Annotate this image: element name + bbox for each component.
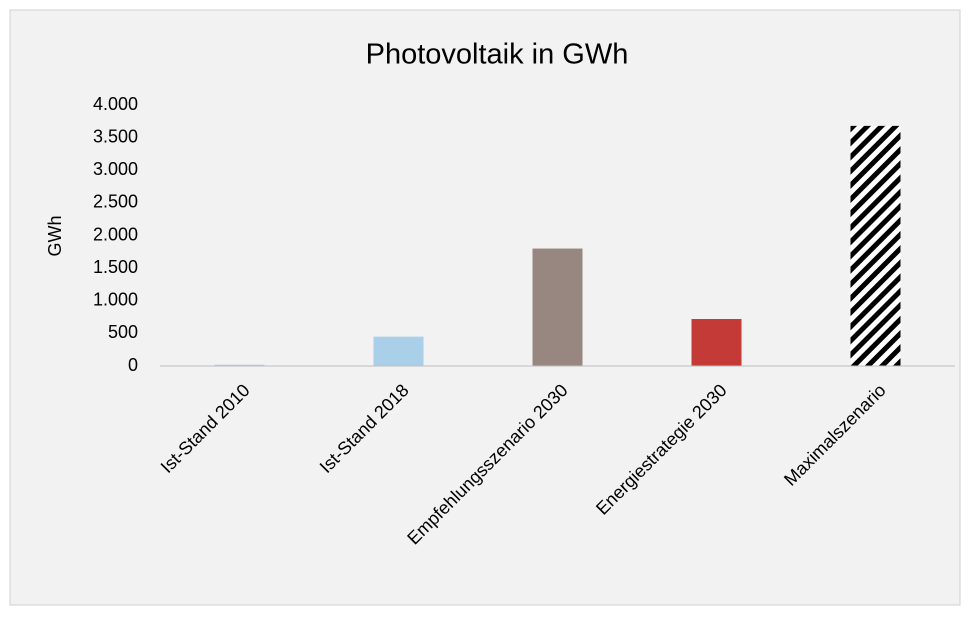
y-tick-label: 1.500 xyxy=(93,257,138,277)
y-tick-label: 3.000 xyxy=(93,159,138,179)
bar xyxy=(850,125,901,366)
y-tick-label: 2.500 xyxy=(93,192,138,212)
chart-title: Photovoltaik in GWh xyxy=(366,39,629,71)
y-tick-label: 2.000 xyxy=(93,224,138,244)
y-tick-label: 3.500 xyxy=(93,126,138,146)
y-tick-label: 0 xyxy=(128,355,138,375)
bar xyxy=(214,364,265,366)
bar xyxy=(691,319,742,366)
y-tick-label: 4.000 xyxy=(93,94,138,114)
chart-background xyxy=(9,9,961,606)
y-axis-label: GWh xyxy=(45,215,65,256)
y-tick-label: 1.000 xyxy=(93,290,138,310)
bar xyxy=(373,336,424,366)
y-tick-label: 500 xyxy=(108,322,138,342)
bar xyxy=(532,248,583,366)
